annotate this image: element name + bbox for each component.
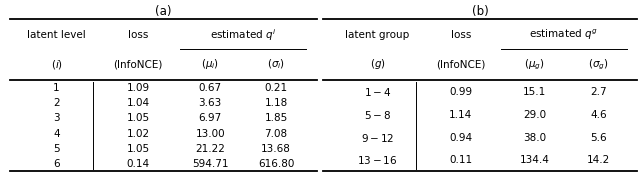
Text: 13.68: 13.68 [261, 144, 291, 154]
Text: 15.1: 15.1 [523, 88, 546, 97]
Text: latent level: latent level [28, 30, 86, 40]
Text: 0.14: 0.14 [127, 159, 150, 169]
Text: 0.11: 0.11 [449, 155, 472, 165]
Text: 3: 3 [53, 113, 60, 124]
Text: 1.14: 1.14 [449, 110, 472, 120]
Text: estimated $q^g$: estimated $q^g$ [529, 28, 598, 42]
Text: $(\mu_i)$: $(\mu_i)$ [201, 57, 220, 71]
Text: $(i)$: $(i)$ [51, 58, 63, 71]
Text: $5-8$: $5-8$ [364, 109, 391, 121]
Text: 134.4: 134.4 [520, 155, 549, 165]
Text: 594.71: 594.71 [192, 159, 228, 169]
Text: 1.04: 1.04 [127, 98, 150, 108]
Text: $1-4$: $1-4$ [364, 86, 391, 98]
Text: 616.80: 616.80 [258, 159, 294, 169]
Text: $(\sigma_i)$: $(\sigma_i)$ [267, 58, 285, 71]
Text: 7.08: 7.08 [264, 129, 287, 139]
Text: 2.7: 2.7 [590, 88, 607, 97]
Text: latent group: latent group [346, 30, 410, 40]
Text: loss: loss [451, 30, 471, 40]
Text: 0.94: 0.94 [449, 133, 472, 143]
Text: $(\mu_g)$: $(\mu_g)$ [524, 57, 545, 72]
Text: 0.67: 0.67 [198, 83, 222, 93]
Text: 1: 1 [53, 83, 60, 93]
Text: 1.09: 1.09 [127, 83, 150, 93]
Text: 14.2: 14.2 [587, 155, 610, 165]
Text: (a): (a) [155, 5, 172, 18]
Text: loss: loss [128, 30, 148, 40]
Text: 5: 5 [53, 144, 60, 154]
Text: 13.00: 13.00 [195, 129, 225, 139]
Text: 5.6: 5.6 [590, 133, 607, 143]
Text: 3.63: 3.63 [198, 98, 222, 108]
Text: $(g)$: $(g)$ [370, 57, 385, 71]
Text: 1.85: 1.85 [264, 113, 288, 124]
Text: 1.05: 1.05 [127, 113, 150, 124]
Text: 6.97: 6.97 [198, 113, 222, 124]
Text: (b): (b) [472, 5, 488, 18]
Text: 6: 6 [53, 159, 60, 169]
Text: 1.18: 1.18 [264, 98, 288, 108]
Text: 0.99: 0.99 [449, 88, 472, 97]
Text: $(\sigma_g)$: $(\sigma_g)$ [588, 57, 609, 72]
Text: 1.02: 1.02 [127, 129, 150, 139]
Text: (InfoNCE): (InfoNCE) [436, 59, 486, 69]
Text: $9-12$: $9-12$ [361, 132, 394, 144]
Text: 4.6: 4.6 [590, 110, 607, 120]
Text: 0.21: 0.21 [264, 83, 287, 93]
Text: 29.0: 29.0 [523, 110, 546, 120]
Text: (InfoNCE): (InfoNCE) [113, 59, 163, 69]
Text: 4: 4 [53, 129, 60, 139]
Text: 2: 2 [53, 98, 60, 108]
Text: $13-16$: $13-16$ [357, 154, 398, 166]
Text: estimated $q^i$: estimated $q^i$ [210, 27, 276, 43]
Text: 1.05: 1.05 [127, 144, 150, 154]
Text: 21.22: 21.22 [195, 144, 225, 154]
Text: 38.0: 38.0 [523, 133, 546, 143]
